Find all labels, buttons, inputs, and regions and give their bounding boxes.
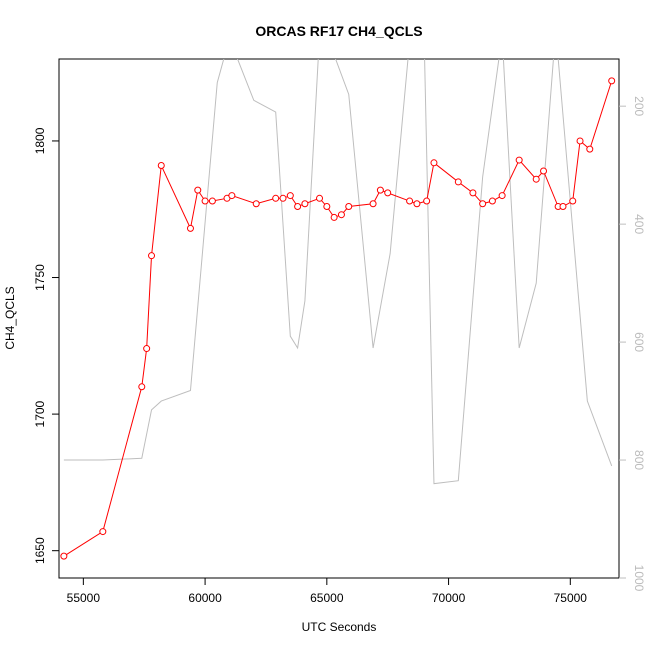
data-point xyxy=(559,203,567,211)
y2-tick-label: 200 xyxy=(632,96,646,116)
data-point xyxy=(586,145,594,153)
data-point xyxy=(252,200,260,208)
data-point xyxy=(532,175,540,183)
data-point xyxy=(345,203,353,211)
data-point xyxy=(576,137,584,145)
secondary-series-line xyxy=(63,59,613,485)
x-tick-label: 75000 xyxy=(554,591,588,605)
x-tick-label: 55000 xyxy=(67,591,101,605)
data-point xyxy=(469,189,477,197)
data-point xyxy=(369,200,377,208)
x-tick-label: 60000 xyxy=(188,591,222,605)
data-point xyxy=(323,203,331,211)
data-point xyxy=(413,200,421,208)
x-axis-label: UTC Seconds xyxy=(302,620,377,634)
data-point xyxy=(330,213,338,221)
data-point xyxy=(540,167,548,175)
data-point xyxy=(316,194,324,202)
data-point xyxy=(498,192,506,200)
data-point xyxy=(60,552,68,560)
data-point xyxy=(515,156,523,164)
data-point xyxy=(143,345,151,353)
data-point xyxy=(608,77,616,85)
y2-tick-label: 800 xyxy=(632,450,646,470)
x-tick-label: 65000 xyxy=(310,591,344,605)
data-point xyxy=(194,186,202,194)
chart-title: ORCAS RF17 CH4_QCLS xyxy=(255,23,422,39)
y2-tick-label: 600 xyxy=(632,332,646,352)
primary-points xyxy=(60,77,616,560)
data-point xyxy=(454,178,462,186)
y-tick-label: 1750 xyxy=(33,264,47,291)
data-point xyxy=(186,224,194,232)
data-point xyxy=(272,194,280,202)
secondary-series xyxy=(63,59,613,485)
data-point xyxy=(430,159,438,167)
x-axis: 55000 60000 65000 70000 75000 xyxy=(67,578,588,605)
data-point xyxy=(301,200,309,208)
y2-tick-label: 1000 xyxy=(632,565,646,592)
y2-tick-label: 400 xyxy=(632,214,646,234)
data-point xyxy=(406,197,414,205)
data-point xyxy=(228,192,236,200)
x-tick-label: 70000 xyxy=(432,591,466,605)
data-point xyxy=(201,197,209,205)
data-point xyxy=(569,197,577,205)
data-point xyxy=(488,197,496,205)
data-point xyxy=(384,189,392,197)
data-point xyxy=(337,211,345,219)
data-point xyxy=(479,200,487,208)
primary-series xyxy=(63,80,613,557)
data-point xyxy=(294,203,302,211)
y-tick-label: 1800 xyxy=(33,127,47,154)
data-point xyxy=(99,528,107,536)
plot-frame xyxy=(58,58,620,579)
data-point xyxy=(157,162,165,170)
data-point xyxy=(286,192,294,200)
plot-area xyxy=(58,58,620,579)
data-point xyxy=(423,197,431,205)
y-axis-label: CH4_QCLS xyxy=(3,286,17,349)
y2-axis: 200 400 600 800 1000 xyxy=(619,96,646,592)
y-axis: 1650 1700 1750 1800 xyxy=(33,127,59,564)
primary-series-line xyxy=(63,80,613,557)
data-point xyxy=(279,194,287,202)
y-tick-label: 1700 xyxy=(33,400,47,427)
y-tick-label: 1650 xyxy=(33,537,47,564)
data-point xyxy=(376,186,384,194)
data-point xyxy=(148,252,156,260)
data-point xyxy=(138,383,146,391)
data-point xyxy=(208,197,216,205)
